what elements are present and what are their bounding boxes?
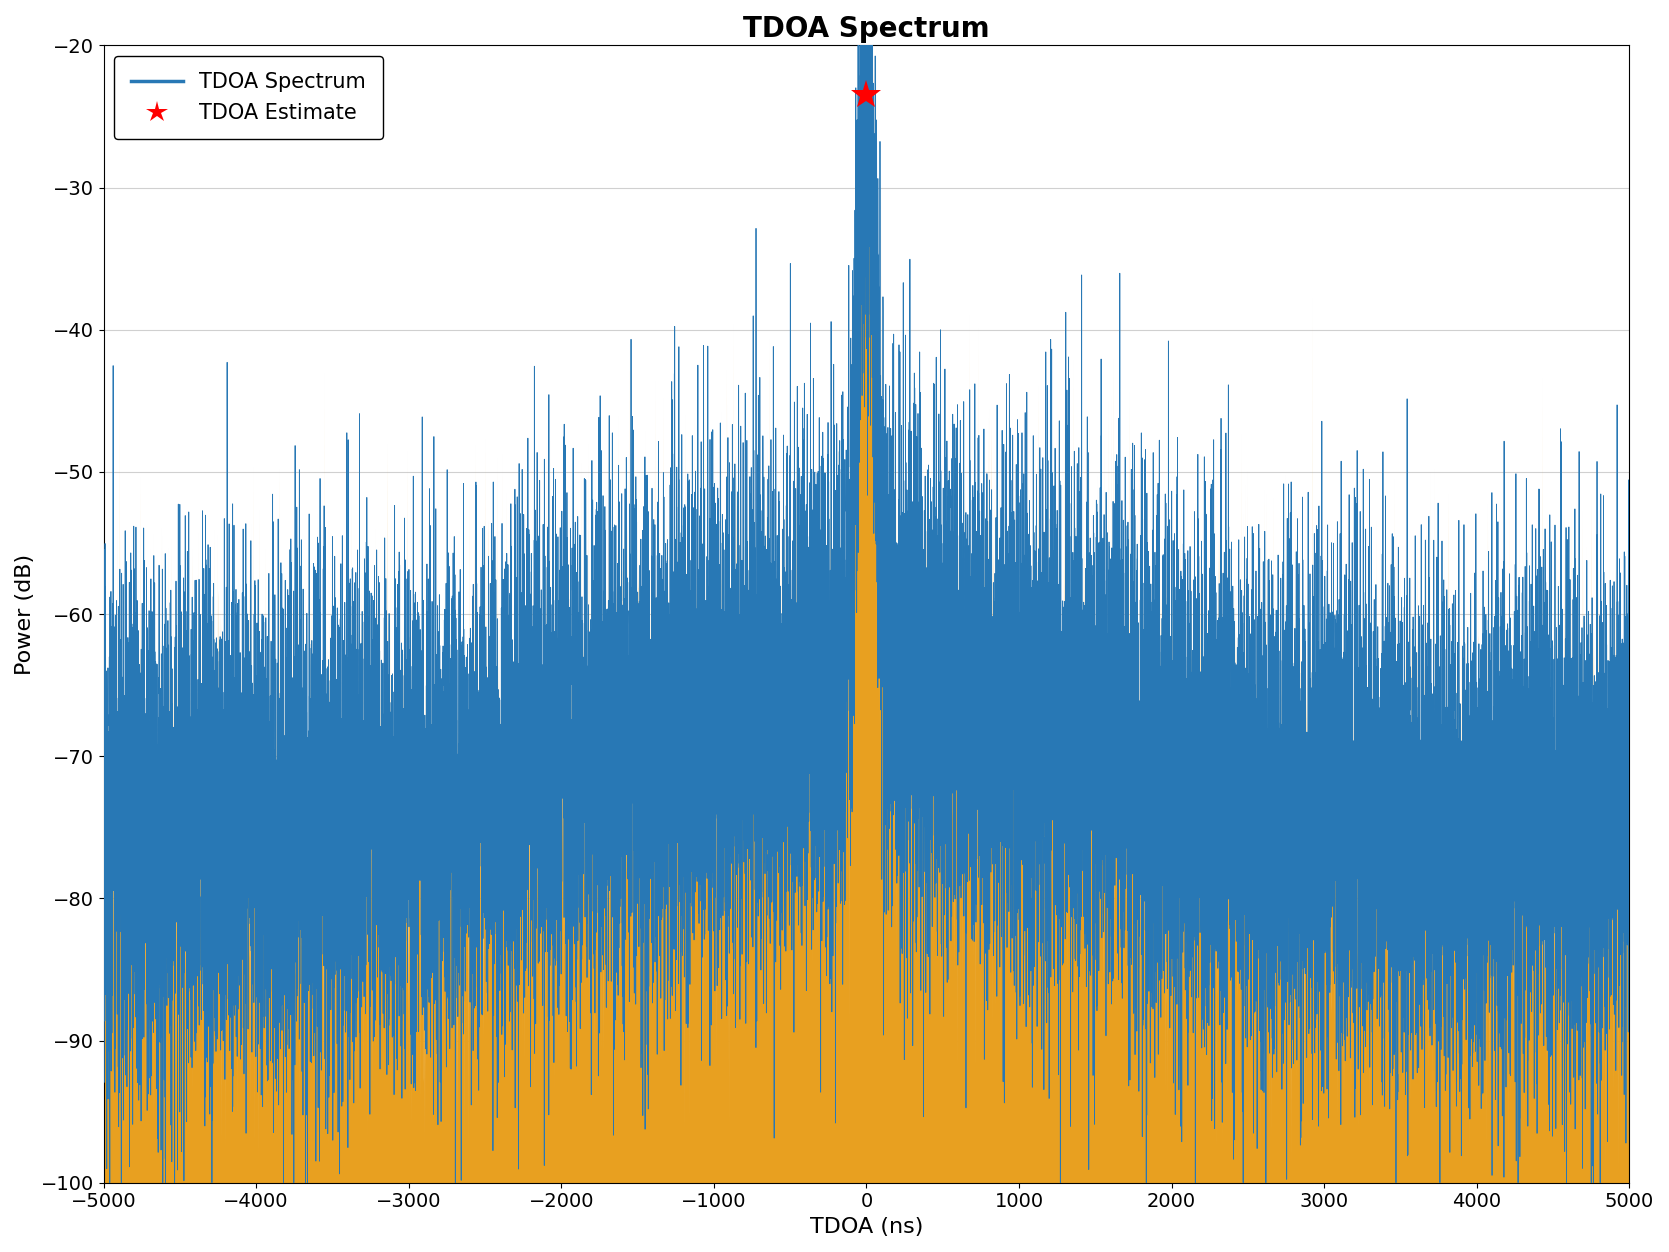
Legend: TDOA Spectrum, TDOA Estimate: TDOA Spectrum, TDOA Estimate <box>113 56 382 139</box>
Title: TDOA Spectrum: TDOA Spectrum <box>743 15 990 43</box>
X-axis label: TDOA (ns): TDOA (ns) <box>809 1217 923 1237</box>
Y-axis label: Power (dB): Power (dB) <box>15 553 35 675</box>
